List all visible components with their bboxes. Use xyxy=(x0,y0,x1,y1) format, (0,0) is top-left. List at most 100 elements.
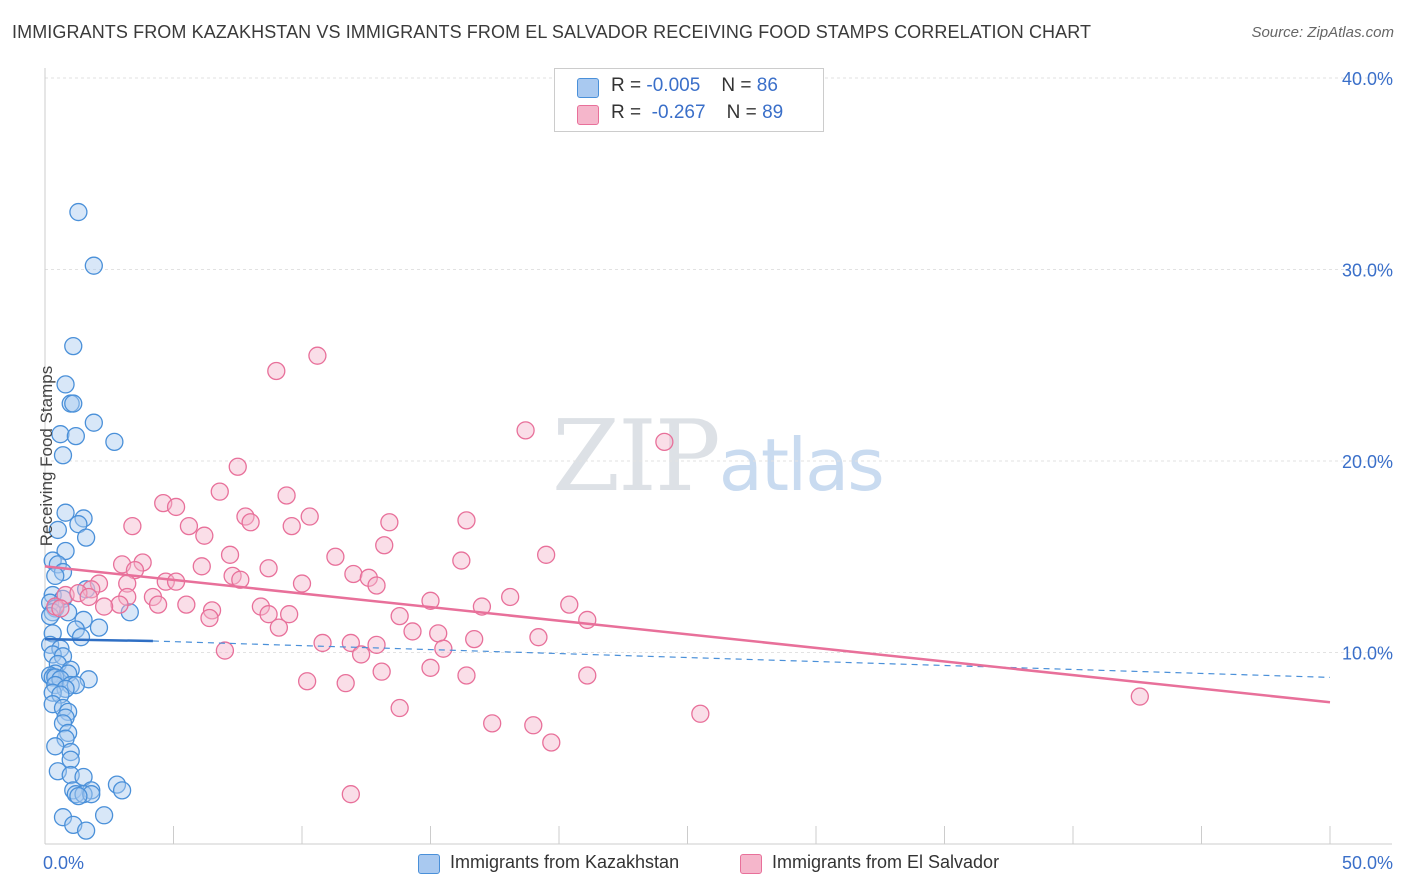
kazakhstan-point xyxy=(120,603,139,622)
n-label: N = xyxy=(726,102,757,123)
n-label: N = xyxy=(721,75,752,96)
kazakhstan-point xyxy=(69,786,88,806)
kazakhstan-point xyxy=(89,618,109,637)
el-salvador-point xyxy=(403,622,422,641)
kazakhstan-point xyxy=(46,566,65,586)
el-salvador-point xyxy=(297,672,317,691)
el-salvador-point xyxy=(578,610,597,630)
el-salvador-point xyxy=(560,595,579,614)
r-label: R = xyxy=(611,102,642,123)
x-tick-label: 0.0% xyxy=(43,853,84,873)
kazakhstan-point xyxy=(66,426,85,446)
el-salvador-point xyxy=(133,553,152,572)
el-salvador-point xyxy=(279,605,299,624)
kazakhstan-point xyxy=(56,729,75,748)
el-salvador-point xyxy=(308,346,327,365)
kazakhstan-point xyxy=(56,375,75,394)
y-tick-label: 20.0% xyxy=(1342,452,1393,472)
bottom-swatch-el-salvador xyxy=(740,854,762,874)
el-salvador-point xyxy=(282,516,301,536)
el-salvador-point xyxy=(483,714,502,733)
kazakhstan-point xyxy=(51,425,70,444)
el-salvador-point xyxy=(434,639,453,658)
el-salvador-point xyxy=(236,507,255,526)
kazakhstan-point xyxy=(71,628,91,647)
el-salvador-point xyxy=(94,597,114,616)
kazakhstan-point xyxy=(43,695,62,714)
kazakhstan-point xyxy=(64,336,83,356)
el-salvador-point xyxy=(421,591,440,610)
el-salvador-point xyxy=(195,526,214,545)
legend-swatch-el-salvador xyxy=(577,105,599,125)
el-salvador-point xyxy=(421,658,440,677)
kazakhstan-point xyxy=(61,742,80,762)
r-value: -0.005 xyxy=(646,75,701,96)
kazakhstan-point xyxy=(107,775,127,794)
kazakhstan-trend-line xyxy=(44,637,153,643)
el-salvador-point xyxy=(429,624,448,643)
el-salvador-point xyxy=(118,587,137,607)
el-salvador-point xyxy=(341,785,360,804)
el-salvador-trend-line xyxy=(44,565,1331,704)
el-salvador-point xyxy=(313,633,332,653)
el-salvador-point xyxy=(537,545,556,564)
el-salvador-point xyxy=(516,421,535,440)
el-salvador-point xyxy=(251,597,271,616)
el-salvador-point xyxy=(529,628,548,647)
el-salvador-point xyxy=(367,635,386,654)
kazakhstan-point xyxy=(53,808,73,827)
el-salvador-point xyxy=(691,704,710,723)
n-value: 89 xyxy=(762,102,784,123)
y-axis-label: Receiving Food Stamps xyxy=(37,365,56,547)
kazakhstan-point xyxy=(112,781,132,800)
kazakhstan-point xyxy=(48,520,67,540)
el-salvador-point xyxy=(69,583,88,603)
y-tick-label: 40.0% xyxy=(1342,69,1393,89)
el-salvador-point xyxy=(192,557,211,576)
kazakhstan-point xyxy=(51,685,70,704)
el-salvador-point xyxy=(452,551,471,570)
el-salvador-point xyxy=(380,513,399,532)
el-salvador-point xyxy=(465,629,484,649)
el-salvador-point xyxy=(344,564,363,584)
bottom-legend-label: Immigrants from El Salvador xyxy=(772,852,1000,872)
el-salvador-point xyxy=(372,662,391,681)
chart-title: IMMIGRANTS FROM KAZAKHSTAN VS IMMIGRANTS… xyxy=(12,22,1092,42)
el-salvador-point xyxy=(220,545,240,564)
watermark-zip: ZIP xyxy=(552,400,721,514)
el-salvador-point xyxy=(351,645,371,664)
el-salvador-point xyxy=(51,599,70,618)
el-salvador-point xyxy=(336,673,355,693)
el-salvador-point xyxy=(210,482,229,501)
kazakhstan-point xyxy=(74,509,93,528)
el-salvador-point xyxy=(166,497,186,517)
kazakhstan-point xyxy=(66,785,85,804)
source-credit: Source: ZipAtlas.com xyxy=(1251,24,1394,41)
bottom-legend-label: Immigrants from Kazakhstan xyxy=(450,852,680,872)
el-salvador-point xyxy=(269,618,289,637)
el-salvador-point xyxy=(179,516,199,536)
el-salvador-point xyxy=(177,595,196,614)
kazakhstan-point xyxy=(76,528,96,547)
correlation-legend: R = -0.005 N = 86 R = -0.267 N = 89 xyxy=(554,68,824,132)
kazakhstan-point xyxy=(66,675,85,695)
el-salvador-point xyxy=(390,698,409,718)
kazakhstan-point xyxy=(69,202,88,222)
legend-stats-el-salvador: R = -0.267 N = 89 xyxy=(611,102,783,124)
kazakhstan-point xyxy=(84,413,103,432)
el-salvador-point xyxy=(326,547,345,566)
x-tick-label: 50.0% xyxy=(1342,853,1393,873)
el-salvador-point xyxy=(277,486,296,505)
el-salvador-point xyxy=(259,559,278,578)
kazakhstan-point xyxy=(105,432,124,452)
el-salvador-point xyxy=(367,576,386,595)
watermark: ZIPatlas xyxy=(552,400,885,514)
el-salvador-point xyxy=(259,605,278,624)
el-salvador-point xyxy=(501,587,520,607)
el-salvador-point xyxy=(123,516,142,536)
el-salvador-point xyxy=(542,733,561,752)
el-salvador-point xyxy=(655,432,674,452)
el-salvador-point xyxy=(200,608,219,628)
kazakhstan-trend-extension xyxy=(152,640,1331,678)
